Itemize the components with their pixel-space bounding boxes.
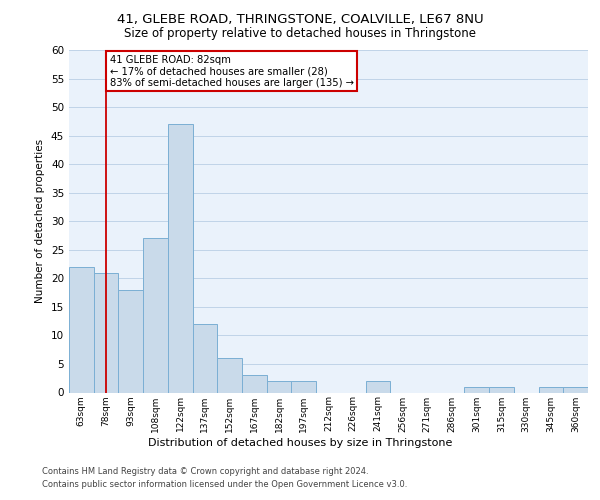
Bar xyxy=(242,376,267,392)
Bar xyxy=(118,290,143,392)
Text: 41 GLEBE ROAD: 82sqm
← 17% of detached houses are smaller (28)
83% of semi-detac: 41 GLEBE ROAD: 82sqm ← 17% of detached h… xyxy=(110,54,354,88)
Text: Size of property relative to detached houses in Thringstone: Size of property relative to detached ho… xyxy=(124,28,476,40)
Bar xyxy=(563,387,588,392)
Bar xyxy=(365,381,390,392)
Bar xyxy=(168,124,193,392)
Bar xyxy=(539,387,563,392)
Bar xyxy=(292,381,316,392)
Bar xyxy=(94,272,118,392)
Text: Distribution of detached houses by size in Thringstone: Distribution of detached houses by size … xyxy=(148,438,452,448)
Bar xyxy=(464,387,489,392)
Bar xyxy=(143,238,168,392)
Bar xyxy=(267,381,292,392)
Bar xyxy=(193,324,217,392)
Bar xyxy=(489,387,514,392)
Bar xyxy=(69,267,94,392)
Text: Contains HM Land Registry data © Crown copyright and database right 2024.: Contains HM Land Registry data © Crown c… xyxy=(42,468,368,476)
Text: 41, GLEBE ROAD, THRINGSTONE, COALVILLE, LE67 8NU: 41, GLEBE ROAD, THRINGSTONE, COALVILLE, … xyxy=(116,12,484,26)
Y-axis label: Number of detached properties: Number of detached properties xyxy=(35,139,46,304)
Text: Contains public sector information licensed under the Open Government Licence v3: Contains public sector information licen… xyxy=(42,480,407,489)
Bar xyxy=(217,358,242,392)
